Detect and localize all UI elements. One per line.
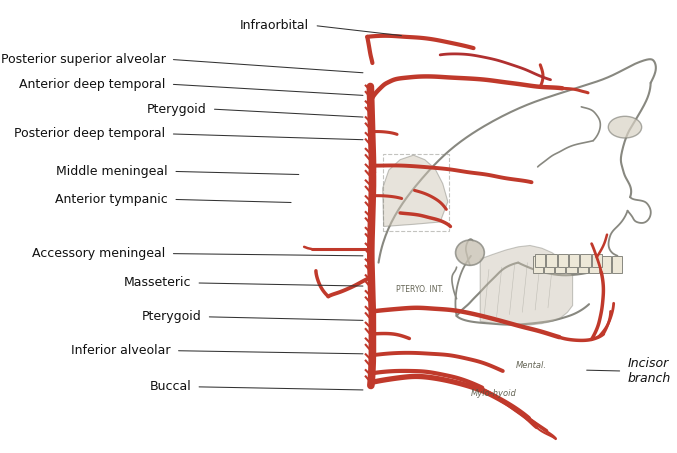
Text: Posterior superior alveolar: Posterior superior alveolar xyxy=(1,53,165,66)
Bar xyxy=(544,256,554,273)
Bar xyxy=(567,256,577,273)
Bar xyxy=(592,254,602,267)
Text: Masseteric: Masseteric xyxy=(124,276,191,289)
Circle shape xyxy=(456,240,484,265)
Ellipse shape xyxy=(609,116,642,138)
Bar xyxy=(535,254,546,267)
Text: Incisor
branch: Incisor branch xyxy=(628,357,671,385)
Bar xyxy=(589,256,599,273)
Bar xyxy=(555,256,565,273)
Text: Pterygoid: Pterygoid xyxy=(141,310,202,323)
Text: Buccal: Buccal xyxy=(150,381,191,393)
Bar xyxy=(383,154,450,231)
Polygon shape xyxy=(480,246,573,325)
Text: Infraorbital: Infraorbital xyxy=(240,19,309,32)
Bar xyxy=(600,256,611,273)
Bar xyxy=(546,254,556,267)
Polygon shape xyxy=(383,155,448,226)
Bar xyxy=(533,256,543,273)
Text: Anterior deep temporal: Anterior deep temporal xyxy=(19,78,165,91)
Text: Mental.: Mental. xyxy=(516,361,547,370)
Text: PTERYO. INT.: PTERYO. INT. xyxy=(396,285,443,294)
Text: Pterygoid: Pterygoid xyxy=(147,102,206,116)
Bar xyxy=(611,256,622,273)
Bar xyxy=(580,254,590,267)
Text: Anterior tympanic: Anterior tympanic xyxy=(56,193,168,206)
Bar xyxy=(569,254,580,267)
Text: Accessory meningeal: Accessory meningeal xyxy=(32,247,165,260)
Bar xyxy=(558,254,568,267)
Text: Middle meningeal: Middle meningeal xyxy=(56,165,168,178)
Text: Mylo-hyoid: Mylo-hyoid xyxy=(471,389,517,398)
Text: Posterior deep temporal: Posterior deep temporal xyxy=(14,127,165,140)
Text: Inferior alveolar: Inferior alveolar xyxy=(71,344,171,357)
Bar xyxy=(577,256,588,273)
